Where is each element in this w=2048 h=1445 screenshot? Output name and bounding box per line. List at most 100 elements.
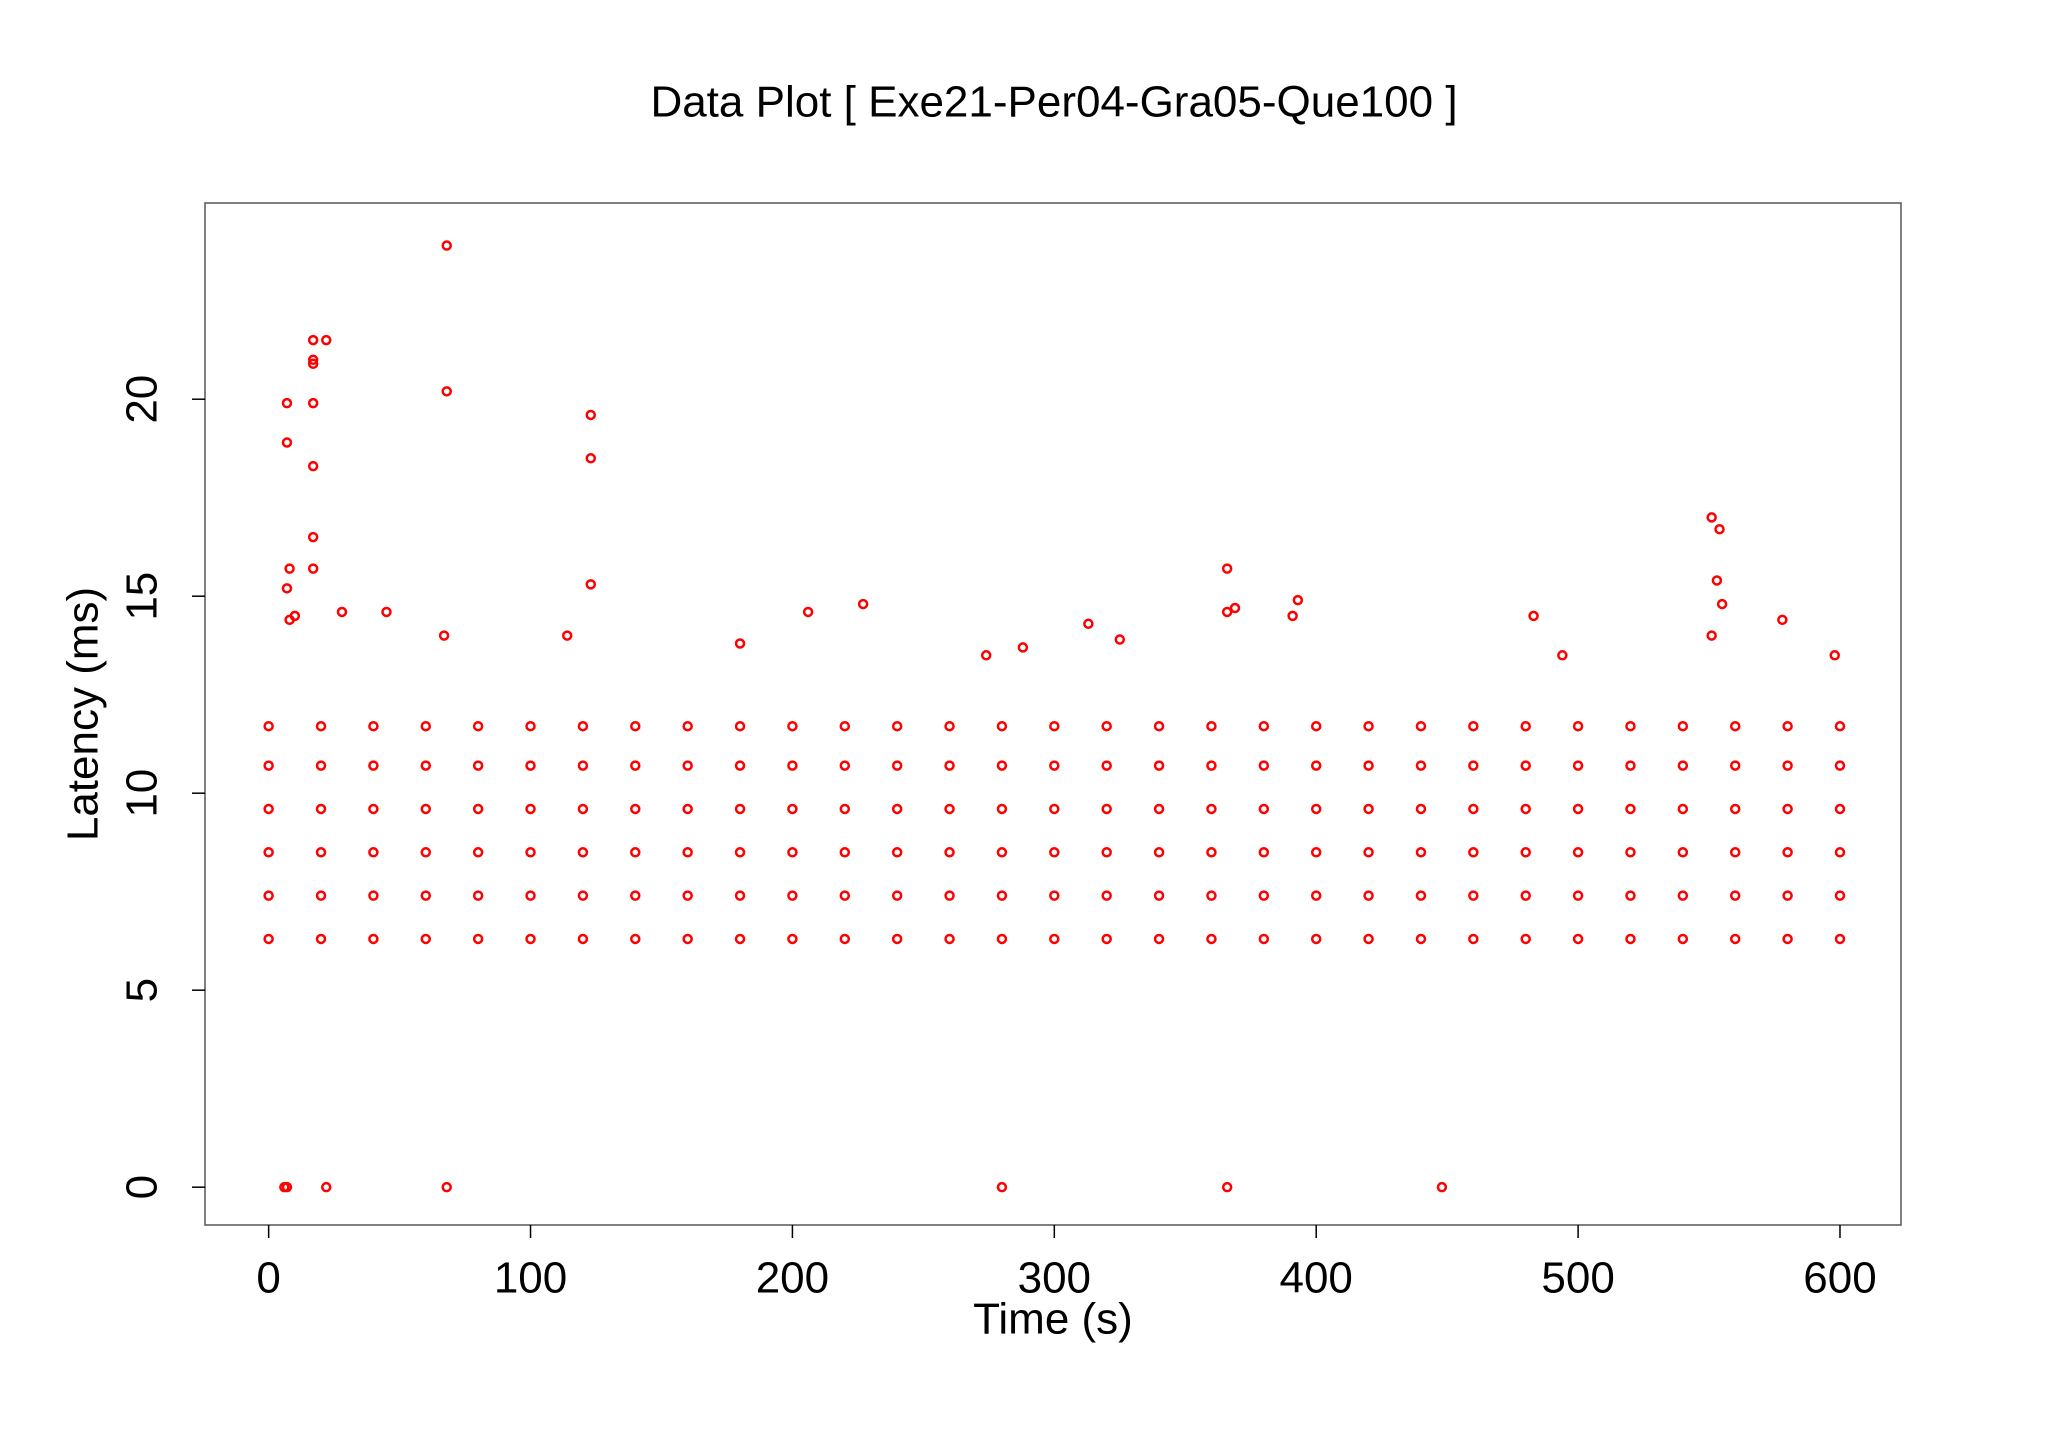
point bbox=[577, 847, 589, 858]
point bbox=[281, 583, 293, 594]
y-tick-label: 10 bbox=[118, 769, 167, 818]
point bbox=[1782, 847, 1793, 858]
point bbox=[263, 890, 274, 901]
point bbox=[734, 933, 746, 945]
point bbox=[441, 1181, 452, 1193]
x-tick-label: 400 bbox=[1279, 1254, 1352, 1303]
point bbox=[1625, 933, 1636, 945]
point bbox=[1363, 890, 1374, 901]
point bbox=[1834, 890, 1846, 901]
point bbox=[1572, 847, 1584, 858]
point bbox=[1706, 512, 1717, 523]
point bbox=[996, 803, 1008, 815]
point bbox=[980, 650, 992, 661]
point bbox=[1310, 933, 1322, 945]
point bbox=[734, 847, 746, 858]
point bbox=[944, 760, 955, 771]
point bbox=[944, 803, 955, 815]
point bbox=[1206, 933, 1217, 945]
point bbox=[307, 358, 319, 369]
point bbox=[1520, 803, 1531, 815]
point bbox=[1557, 650, 1568, 661]
point bbox=[839, 720, 851, 732]
point bbox=[289, 610, 301, 622]
point bbox=[839, 803, 851, 815]
point bbox=[1153, 720, 1165, 732]
point bbox=[1221, 563, 1233, 574]
point bbox=[1287, 610, 1298, 622]
point bbox=[1729, 720, 1741, 732]
point bbox=[682, 720, 693, 732]
point bbox=[1258, 847, 1270, 858]
point bbox=[1415, 720, 1427, 732]
point bbox=[307, 354, 319, 366]
point bbox=[577, 760, 589, 771]
point bbox=[1520, 847, 1531, 858]
point bbox=[368, 760, 379, 771]
point bbox=[1520, 760, 1531, 771]
point bbox=[368, 890, 379, 901]
point bbox=[996, 847, 1008, 858]
point bbox=[441, 386, 452, 397]
point bbox=[1114, 634, 1126, 645]
point bbox=[734, 760, 746, 771]
point bbox=[1706, 630, 1717, 641]
point bbox=[1049, 890, 1060, 901]
point bbox=[1206, 803, 1217, 815]
point bbox=[315, 720, 327, 732]
point bbox=[1834, 847, 1846, 858]
point bbox=[561, 630, 573, 641]
point bbox=[857, 598, 869, 610]
point bbox=[1782, 890, 1793, 901]
point bbox=[1258, 933, 1270, 945]
point bbox=[1049, 760, 1060, 771]
point bbox=[1363, 847, 1374, 858]
point bbox=[1572, 890, 1584, 901]
point bbox=[1083, 618, 1094, 630]
point bbox=[1153, 890, 1165, 901]
point bbox=[839, 890, 851, 901]
point bbox=[1049, 933, 1060, 945]
point bbox=[891, 760, 903, 771]
point bbox=[1677, 760, 1689, 771]
point bbox=[1677, 720, 1689, 732]
point bbox=[1258, 890, 1270, 901]
point bbox=[630, 760, 641, 771]
point bbox=[1101, 890, 1112, 901]
point bbox=[420, 890, 432, 901]
point bbox=[1310, 720, 1322, 732]
point bbox=[585, 409, 597, 421]
point bbox=[315, 890, 327, 901]
point bbox=[1415, 803, 1427, 815]
point bbox=[1101, 720, 1112, 732]
point bbox=[1625, 803, 1636, 815]
point bbox=[420, 760, 432, 771]
point bbox=[734, 803, 746, 815]
x-tick-label: 500 bbox=[1541, 1254, 1614, 1303]
point bbox=[368, 720, 379, 732]
point bbox=[1310, 803, 1322, 815]
point bbox=[307, 460, 319, 472]
point bbox=[263, 803, 274, 815]
x-tick-label: 600 bbox=[1803, 1254, 1876, 1303]
point bbox=[1258, 720, 1270, 732]
point bbox=[1258, 760, 1270, 771]
point bbox=[787, 803, 798, 815]
point bbox=[996, 890, 1008, 901]
point bbox=[336, 606, 348, 618]
point bbox=[307, 531, 319, 543]
point bbox=[525, 760, 536, 771]
point bbox=[1221, 1181, 1233, 1193]
point bbox=[1468, 933, 1479, 945]
point bbox=[1101, 933, 1112, 945]
point bbox=[944, 890, 955, 901]
point bbox=[630, 933, 641, 945]
point bbox=[1782, 760, 1793, 771]
point bbox=[996, 1181, 1008, 1193]
point bbox=[321, 334, 332, 346]
point bbox=[734, 638, 746, 649]
point bbox=[1153, 847, 1165, 858]
x-tick-label: 300 bbox=[1018, 1254, 1091, 1303]
point bbox=[315, 803, 327, 815]
